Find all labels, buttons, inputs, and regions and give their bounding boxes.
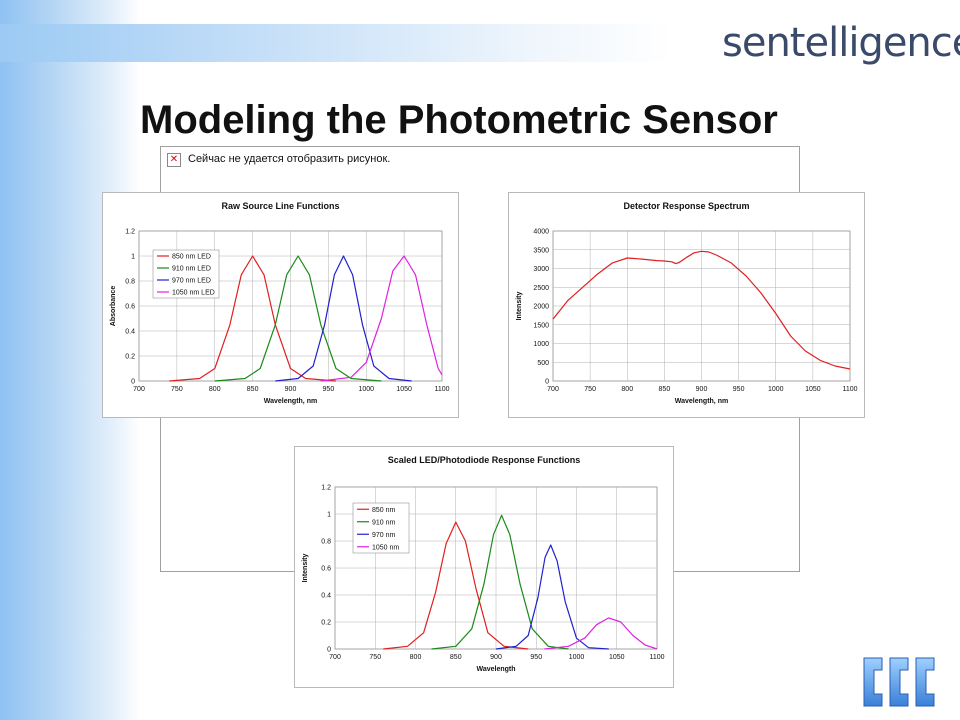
y-tick-label: 500 — [537, 360, 549, 367]
y-tick-label: 1 — [327, 512, 331, 519]
chart-raw-source: Raw Source Line Functions 0 0.2 0.4 0.6 0.8 1 1… — [102, 192, 459, 418]
y-tick-label: 0.8 — [125, 279, 135, 286]
series-line-0 — [552, 250, 851, 370]
y-tick-label: 0.4 — [125, 329, 135, 336]
x-axis-label: Wavelength, nm — [675, 398, 728, 405]
x-tick-label: 750 — [171, 386, 183, 393]
chart-scaled-response: Scaled LED/Photodiode Response Functions… — [294, 446, 674, 688]
y-tick-label: 0 — [131, 379, 135, 386]
y-tick-label: 4000 — [533, 229, 549, 236]
x-tick-label: 850 — [659, 386, 671, 393]
y-tick-label: 0.6 — [125, 304, 135, 311]
x-tick-label: 750 — [369, 654, 381, 661]
x-tick-label: 900 — [285, 386, 297, 393]
x-tick-label: 700 — [329, 654, 341, 661]
series-line-1 — [214, 255, 382, 382]
x-tick-label: 1000 — [768, 386, 784, 393]
series-line-2 — [275, 255, 412, 382]
legend-label: 850 nm — [372, 507, 396, 514]
x-tick-label: 1050 — [396, 386, 412, 393]
y-tick-label: 3000 — [533, 266, 549, 273]
y-tick-label: 1 — [131, 254, 135, 261]
x-tick-label: 900 — [696, 386, 708, 393]
x-tick-label: 1000 — [569, 654, 585, 661]
chart-title: Detector Response Spectrum — [623, 201, 749, 211]
top-gradient-band — [0, 24, 960, 62]
y-tick-label: 2000 — [533, 304, 549, 311]
y-tick-label: 1.2 — [125, 229, 135, 236]
series-line-2 — [495, 544, 609, 650]
y-axis-label: Intensity — [516, 292, 523, 321]
y-tick-label: 1.2 — [321, 485, 331, 492]
legend-label: 970 nm LED — [172, 278, 211, 285]
x-tick-label: 1050 — [609, 654, 625, 661]
legend-box — [352, 502, 410, 554]
x-tick-label: 800 — [209, 386, 221, 393]
series-line-1 — [431, 514, 569, 650]
logo-text: sentelligence — [722, 20, 960, 66]
x-tick-label: 800 — [621, 386, 633, 393]
y-tick-label: 0.4 — [321, 593, 331, 600]
x-tick-label: 850 — [450, 654, 462, 661]
y-tick-label: 0 — [327, 647, 331, 654]
chart-title: Scaled LED/Photodiode Response Functions — [388, 455, 581, 465]
x-tick-label: 850 — [247, 386, 259, 393]
series-line-0 — [383, 521, 529, 650]
y-tick-label: 1500 — [533, 322, 549, 329]
broken-image-text: Сейчас не удается отобразить рисунок. — [188, 153, 391, 165]
x-tick-label: 1100 — [434, 386, 449, 393]
x-axis-label: Wavelength — [476, 666, 515, 673]
chart-scaled-response-svg: Scaled LED/Photodiode Response Functions… — [302, 455, 665, 673]
y-tick-label: 1000 — [533, 341, 549, 348]
x-tick-label: 1000 — [358, 386, 374, 393]
sentelligence-logo: sentelligenceTM — [722, 20, 960, 70]
legend-label: 1050 nm LED — [172, 290, 215, 297]
x-tick-label: 700 — [547, 386, 559, 393]
series-line-0 — [169, 255, 337, 382]
y-axis-label: Absorbance — [110, 286, 117, 327]
legend-label: 910 nm LED — [172, 266, 211, 273]
x-tick-label: 1100 — [649, 654, 664, 661]
y-tick-label: 2500 — [533, 285, 549, 292]
x-tick-label: 750 — [584, 386, 596, 393]
legend-label: 1050 nm — [372, 544, 399, 551]
y-axis-label: Intensity — [302, 554, 309, 583]
x-tick-label: 950 — [530, 654, 542, 661]
y-tick-label: 0.6 — [321, 566, 331, 573]
chart-raw-source-svg: Raw Source Line Functions00.20.40.60.811… — [110, 201, 450, 405]
x-tick-label: 1050 — [805, 386, 821, 393]
slide-title: Modeling the Photometric Sensor — [140, 98, 778, 142]
chart-detector-response-svg: Detector Response Spectrum 0 500 1000 1500 20… — [516, 201, 858, 405]
series-line-3 — [544, 617, 658, 650]
x-axis-label: Wavelength, nm — [264, 398, 317, 405]
chart-title: Raw Source Line Functions — [221, 201, 339, 211]
series-line-3 — [320, 255, 443, 382]
y-tick-label: 0.8 — [321, 539, 331, 546]
x-tick-label: 800 — [410, 654, 422, 661]
legend-label: 970 nm — [372, 532, 396, 539]
y-tick-label: 0 — [545, 379, 549, 386]
legend-box — [152, 249, 220, 299]
broken-image-icon: ✕ — [167, 153, 181, 167]
chart-detector-response: Detector Response Spectrum 0 500 1000 1500 20… — [508, 192, 865, 418]
x-tick-label: 700 — [133, 386, 145, 393]
y-tick-label: 3500 — [533, 247, 549, 254]
x-tick-label: 950 — [733, 386, 745, 393]
x-tick-label: 900 — [490, 654, 502, 661]
y-tick-label: 0.2 — [321, 620, 331, 627]
ccc-logo-icon — [863, 657, 935, 707]
y-tick-label: 0.2 — [125, 354, 135, 361]
legend-label: 850 nm LED — [172, 254, 211, 261]
x-tick-label: 1100 — [842, 386, 857, 393]
x-tick-label: 950 — [323, 386, 335, 393]
legend-label: 910 nm — [372, 519, 396, 526]
